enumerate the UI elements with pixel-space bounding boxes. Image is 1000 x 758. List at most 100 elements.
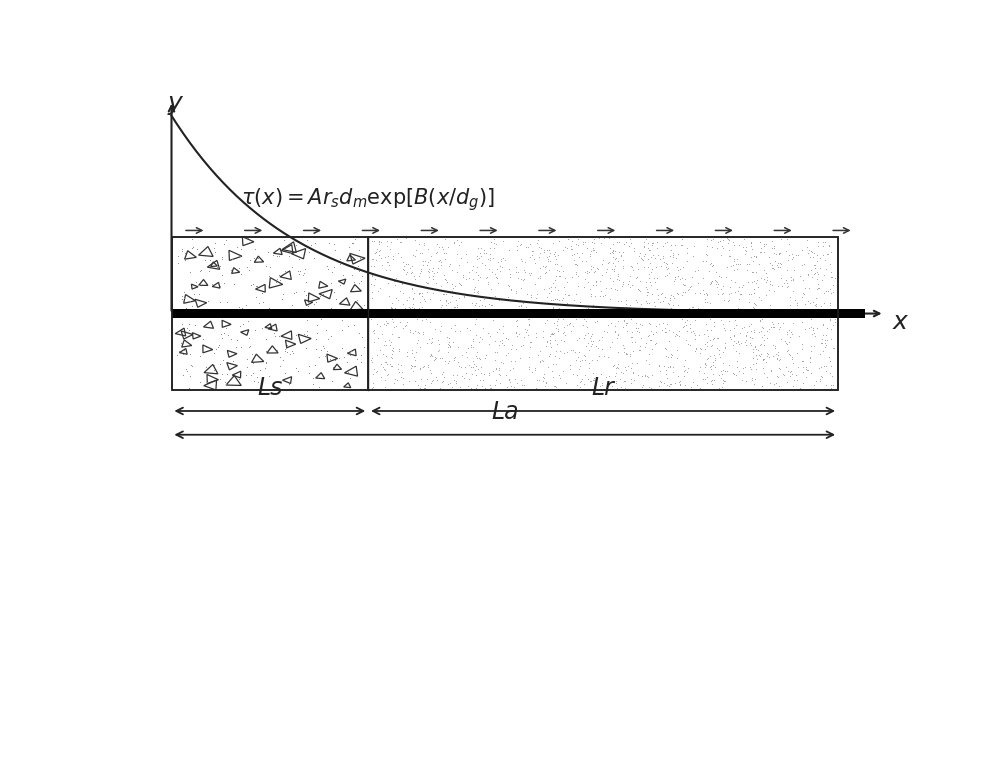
Point [593,368,609,380]
Point [539,244,555,256]
Point [516,264,532,276]
Point [557,272,573,284]
Point [732,327,748,339]
Point [240,315,256,327]
Point [596,232,612,244]
Point [449,301,465,313]
Point [429,374,445,386]
Point [452,278,468,290]
Point [195,333,211,345]
Point [803,340,819,352]
Point [722,331,738,343]
Point [810,277,826,290]
Point [351,244,367,256]
Point [502,271,518,283]
Point [444,290,460,302]
Point [657,342,673,354]
Point [810,240,826,252]
Point [734,281,750,293]
Point [365,324,381,337]
Point [199,376,215,388]
Point [429,266,445,278]
Point [472,331,488,343]
Point [739,264,755,276]
Point [780,344,796,356]
Point [634,381,650,393]
Point [446,352,462,364]
Point [667,271,683,283]
Point [193,264,209,276]
Point [388,271,404,283]
Point [601,232,617,244]
Point [607,325,623,337]
Point [368,365,384,377]
Point [806,327,822,339]
Point [822,297,838,309]
Point [622,281,638,293]
Point [586,244,602,256]
Point [784,253,800,265]
Point [476,243,492,255]
Point [465,361,481,373]
Point [638,281,654,293]
Point [743,288,759,300]
Point [290,265,306,277]
Point [482,242,498,254]
Point [276,234,292,246]
Point [535,260,551,272]
Point [380,277,396,290]
Point [353,274,369,287]
Point [480,276,496,288]
Point [404,302,420,314]
Point [748,265,764,277]
Point [657,327,673,339]
Point [245,367,261,379]
Point [521,363,537,375]
Point [438,294,454,306]
Point [291,253,307,265]
Point [562,359,578,371]
Point [463,340,479,352]
Point [543,280,559,293]
Point [638,337,654,349]
Point [391,366,407,378]
Point [258,333,274,345]
Point [703,340,719,352]
Point [182,266,198,278]
Point [566,254,582,266]
Point [613,381,629,393]
Point [735,241,751,253]
Point [538,376,554,388]
Point [321,236,337,249]
Point [705,233,721,246]
Point [482,330,498,342]
Point [519,324,535,336]
Point [721,234,737,246]
Point [657,322,673,334]
Point [288,239,304,251]
Point [373,252,389,265]
Point [216,238,232,250]
Point [801,282,817,294]
Point [699,296,715,308]
Point [767,340,783,352]
Point [403,362,419,374]
Point [201,265,217,277]
Point [743,363,759,375]
Point [753,348,769,360]
Point [290,365,306,377]
Point [699,324,715,336]
Point [390,331,406,343]
Point [467,299,483,311]
Point [715,318,731,330]
Point [466,287,482,299]
Point [771,248,787,260]
Point [613,295,629,307]
Point [434,376,450,388]
Point [467,364,483,376]
Point [816,287,832,299]
Point [411,288,427,300]
Point [311,351,327,363]
Point [709,332,725,344]
Point [559,297,575,309]
